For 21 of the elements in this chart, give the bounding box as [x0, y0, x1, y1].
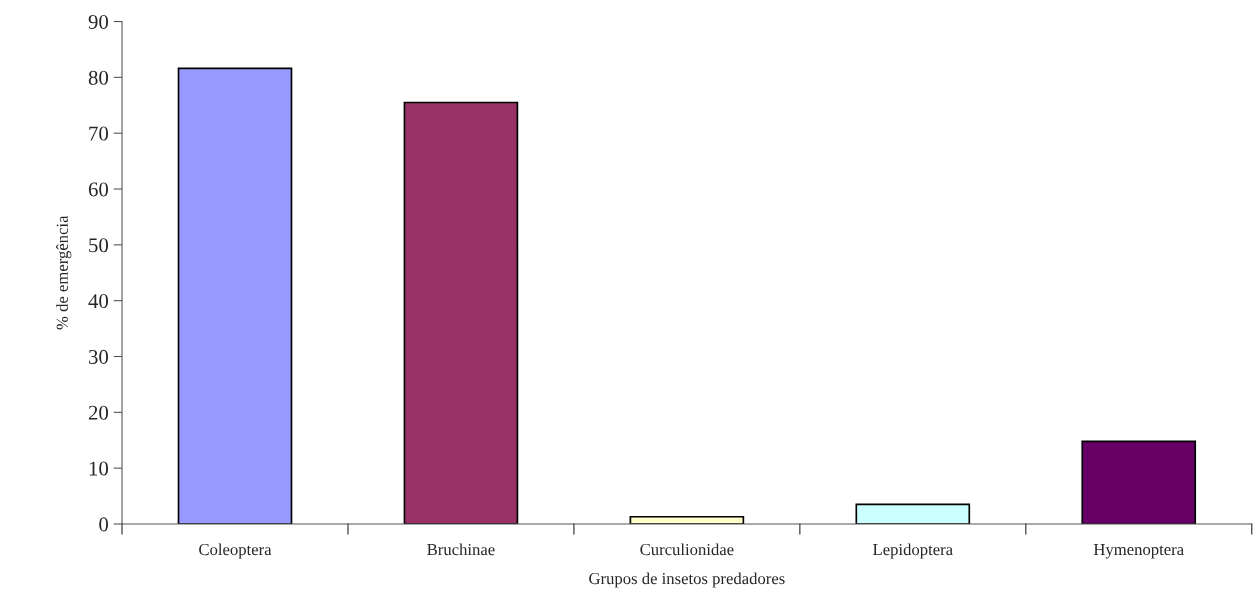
y-tick-label: 50	[89, 238, 109, 253]
x-tick-label: Curculionidae	[640, 543, 734, 556]
x-axis-title: Grupos de insetos predadores	[589, 572, 785, 588]
bar	[855, 503, 971, 524]
y-tick-label: 80	[88, 70, 109, 85]
y-tick-label: 0	[99, 517, 109, 532]
bar	[403, 101, 519, 524]
y-tick-label: 40	[88, 294, 109, 309]
bar	[177, 67, 293, 524]
y-tick-label: 10	[89, 461, 109, 476]
y-axis-title: % de emergência	[56, 215, 72, 330]
y-tick-label: 60	[88, 182, 109, 197]
x-tick-label: Lepidoptera	[873, 543, 953, 559]
bar	[1081, 440, 1197, 524]
y-tick-label: 20	[88, 405, 109, 420]
x-tick-label: Coleoptera	[199, 543, 272, 559]
x-tick-label: Bruchinae	[427, 543, 495, 556]
y-tick-label: 30	[88, 349, 109, 364]
y-tick-label: 70	[89, 126, 109, 141]
y-tick-label: 90	[88, 14, 109, 29]
x-tick-label: Hymenoptera	[1093, 544, 1184, 559]
